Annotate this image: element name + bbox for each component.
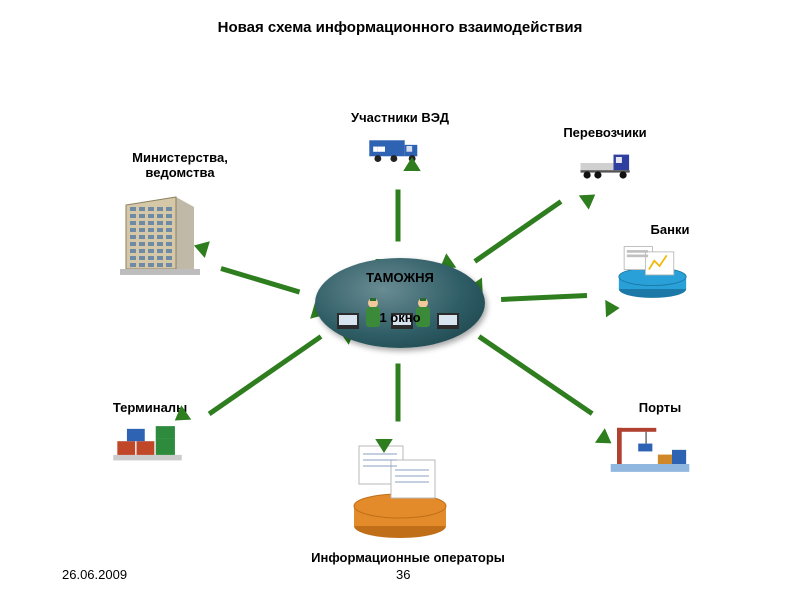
center-label-top: ТАМОЖНЯ xyxy=(315,270,485,285)
diagram-title: Новая схема информационного взаимодейств… xyxy=(0,18,800,38)
node-ved-icon: ▇▇▇ xyxy=(345,130,445,170)
arrow-line xyxy=(208,334,322,415)
arrow-line xyxy=(478,334,594,416)
node-banks-icon xyxy=(605,243,700,305)
arrow-line xyxy=(396,363,401,421)
node-ministries-icon xyxy=(120,193,200,275)
arrow-line xyxy=(220,266,300,294)
node-ministries-label: Министерства, ведомства xyxy=(105,150,255,180)
node-ports-label: Порты xyxy=(620,400,700,415)
node-carriers-icon xyxy=(560,145,655,187)
node-info-operators-icon xyxy=(345,440,455,540)
arrow-line xyxy=(501,293,587,302)
arrow-line xyxy=(473,199,562,263)
footer-date: 26.06.2009 xyxy=(62,567,127,582)
node-info-operators-label: Информационные операторы xyxy=(278,550,538,565)
center-label-bottom: 1 окно xyxy=(315,310,485,325)
node-ports-icon xyxy=(610,420,690,475)
svg-text:▇▇▇: ▇▇▇ xyxy=(372,147,385,153)
node-banks-label: Банки xyxy=(630,222,710,237)
node-ved-label: Участники ВЭД xyxy=(330,110,470,125)
node-carriers-label: Перевозчики xyxy=(545,125,665,140)
arrow-line xyxy=(396,189,401,241)
footer-page-number: 36 xyxy=(396,567,410,582)
node-terminals-icon xyxy=(105,422,190,470)
